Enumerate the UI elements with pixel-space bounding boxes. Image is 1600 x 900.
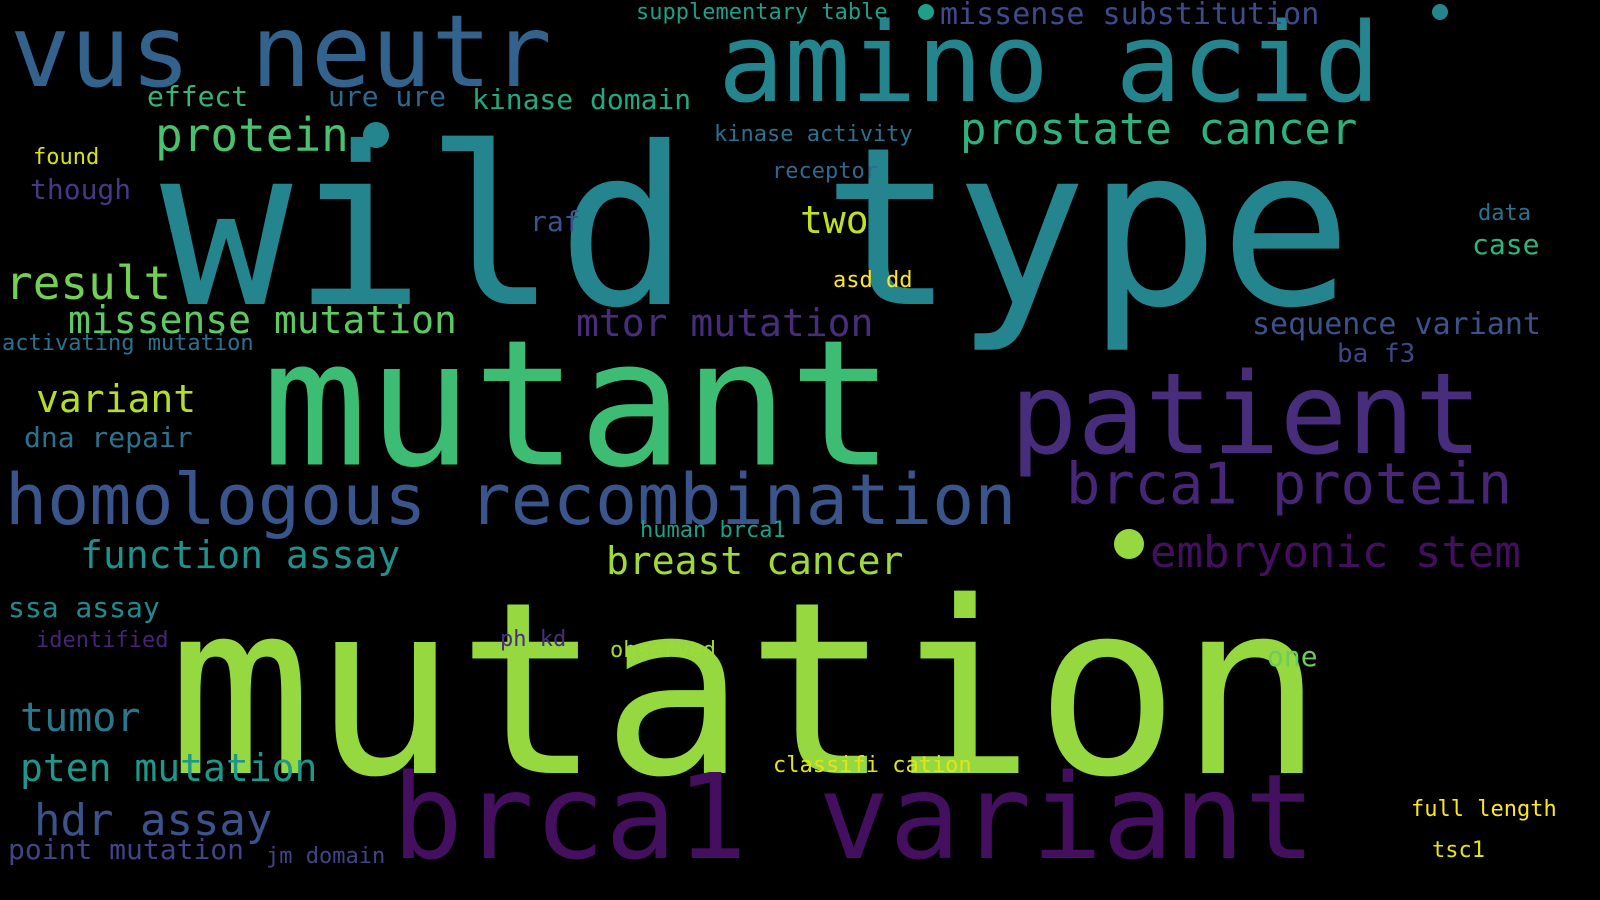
word-supplementary-table: supplementary table [636, 0, 888, 25]
decorative-dot [1114, 529, 1144, 559]
word-mutant: mutant [262, 303, 895, 507]
word-breast-cancer: breast cancer [606, 539, 904, 583]
word-ph-kd: ph kd [500, 627, 567, 652]
word-function-assay: function assay [80, 533, 401, 577]
decorative-dot [1432, 4, 1448, 20]
word-full-length: full length [1411, 797, 1557, 822]
word-kinase-domain: kinase domain [472, 83, 692, 116]
word-classifi-cation: classifi cation [773, 753, 972, 778]
word-data: data [1478, 201, 1531, 226]
decorative-dot [918, 4, 934, 20]
word-protein: protein [155, 108, 349, 162]
word-found: found [33, 145, 100, 170]
word-tumor: tumor [20, 695, 141, 741]
word-dna-repair: dna repair [24, 421, 193, 454]
word-pten-mutation: pten mutation [20, 746, 318, 790]
word-mtor-mutation: mtor mutation [576, 301, 874, 345]
word-observed: observed [610, 638, 716, 663]
word-sequence-variant: sequence variant [1252, 307, 1541, 342]
word-asd-dd: asd dd [833, 268, 913, 293]
word-missense-substitution: missense substitution [940, 0, 1320, 32]
word-receptor: receptor [772, 159, 878, 184]
word-raf: raf [530, 205, 581, 238]
word-two: two [800, 198, 869, 242]
word-kinase-activity: kinase activity [714, 122, 913, 147]
word-activating-mutation: activating mutation [2, 331, 254, 356]
word-tsc1: tsc1 [1432, 838, 1485, 863]
word-result: result [5, 256, 172, 310]
word-homologous-recombination: homologous recombination [5, 459, 1017, 541]
word-human-brca1: human brca1 [640, 518, 786, 543]
word-mutation: mutation [168, 550, 1324, 830]
word-jm-domain: jm domain [266, 844, 386, 869]
word-embryonic-stem: embryonic stem [1150, 527, 1521, 578]
word-variant: variant [36, 377, 197, 421]
word-identified: identified [36, 628, 169, 653]
word-though: though [30, 173, 132, 206]
word-one: one [1267, 640, 1318, 673]
word-prostate-cancer: prostate cancer [960, 104, 1358, 155]
word-patient: patient [1010, 350, 1483, 480]
word-missense-mutation: missense mutation [68, 298, 457, 342]
word-point-mutation: point mutation [8, 833, 245, 866]
word-effect: effect [147, 80, 249, 113]
word-ba-f3: ba f3 [1337, 339, 1416, 369]
word-hdr-assay: hdr assay [34, 795, 273, 846]
word-brca1-variant: brca1 variant [392, 748, 1316, 886]
word-wild-type: wild type [160, 100, 1353, 356]
word-ssa-assay: ssa assay [8, 591, 160, 624]
word-amino-acid: amino acid [718, 0, 1381, 127]
word-brca1-protein: brca1 protein [1066, 451, 1513, 518]
word-vus-neutr: vus neutr [10, 0, 552, 110]
word-ure-ure: ure ure [328, 80, 447, 113]
decorative-dot [363, 122, 389, 148]
word-case: case [1472, 228, 1540, 261]
